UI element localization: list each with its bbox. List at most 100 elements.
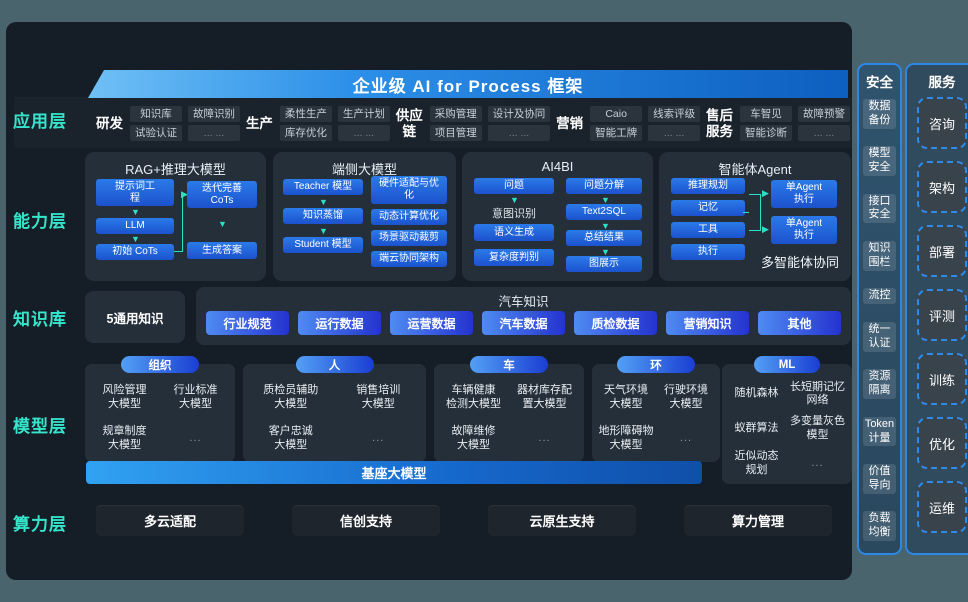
security-item: 统一 认证 [863, 322, 896, 352]
model-cell: 规章制度 大模型 [102, 424, 147, 451]
model-cell: 销售培训 大模型 [356, 383, 401, 410]
agent-component: 记忆 [671, 200, 745, 216]
group-pill: 环 [617, 356, 695, 373]
app-item: ... ... [487, 125, 551, 141]
compute-item: 云原生支持 [488, 505, 636, 536]
model-cell: 行驶环境 大模型 [664, 383, 708, 410]
app-group-items: Caio 线索评级 智能工牌 ... ... [590, 106, 701, 141]
node-prompt-engineering: 提示词工 程 [96, 179, 174, 206]
edge-feature: 场景驱动裁剪 [371, 230, 447, 246]
connector-stub [743, 212, 749, 213]
model-cell: 近似动态 规划 [734, 449, 779, 476]
agent-component-list: 推理规划 记忆 工具 执行 [671, 178, 745, 260]
node-single-agent-exec-2: 单Agent 执行 [771, 216, 837, 244]
model-cell: ... [538, 431, 551, 444]
model-cell: 行业标准 大模型 [173, 383, 218, 410]
group-pill: 车 [470, 356, 548, 373]
app-item: 试验认证 [130, 125, 182, 141]
layer-label-model: 模型层 [13, 417, 67, 436]
arrow-down-icon: ▼ [601, 247, 610, 257]
app-group-aftersales: 售后 服务 车智见 故障预警 智能诊断 ... ... [706, 106, 850, 141]
model-cell-list: 随机森林 长短期记忆 网络 蚁群算法 多变量灰色 模型 近似动态 规划... [726, 378, 848, 480]
app-item: 设计及协同 [487, 106, 551, 122]
model-cell: 客户忠诚 大模型 [268, 424, 313, 451]
model-group-ml: ML 随机森林 长短期记忆 网络 蚁群算法 多变量灰色 模型 近似动态 规划... [722, 356, 852, 484]
app-item: 项目管理 [429, 125, 482, 141]
app-item: 采购管理 [429, 106, 482, 122]
edge-feature-list: 硬件适配与优 化动态计算优化 场景驱动裁剪 端云协同架构 [371, 176, 447, 267]
app-item: ... ... [798, 125, 850, 141]
model-cell: ... [189, 431, 202, 444]
capability-box-ai4bi: AI4BI 问题 ▼ 意图识别 语义生成 复杂度判别 问题分解 ▼ Text2S… [462, 152, 653, 281]
arrow-down-icon: ▼ [131, 207, 140, 217]
app-item: 故障预警 [798, 106, 850, 122]
knowledge-pill: 行业规范 [206, 311, 289, 335]
model-group-organization: 组织 风险管理 大模型 行业标准 大模型 规章制度 大模型... [85, 356, 235, 462]
auto-knowledge-title: 汽车知识 [498, 295, 549, 309]
security-item-list: 数据 备份 模型 安全 接口 安全 知识 围栏 流控 统一 认证 资源 隔离 Token 计量… [859, 99, 900, 547]
app-item: 智能诊断 [740, 125, 792, 141]
model-cell: 车辆健康 检测大模型 [446, 383, 501, 410]
app-group-label: 售后 服务 [706, 107, 733, 139]
knowledge-pill: 运营数据 [390, 311, 473, 335]
node-answer: 生成答案 [187, 242, 257, 259]
model-cell: ... [811, 456, 824, 469]
node-init-cots: 初始 CoTs [96, 244, 174, 260]
model-group-people: 人 质检员辅助 大模型 销售培训 大模型 客户忠诚 大模型... [243, 356, 426, 462]
layer-label-compute: 算力层 [13, 515, 67, 534]
layer-label-capability: 能力层 [13, 212, 67, 231]
app-group-marketing: 营销 Caio 线索评级 智能工牌 ... ... [556, 106, 701, 141]
app-group-supply-chain: 供应 链 采购管理 设计及协同 项目管理 ... ... [395, 106, 551, 141]
app-item: 故障识别 [188, 106, 240, 122]
node-text2sql: Text2SQL [566, 204, 642, 220]
box-title: AI4BI [541, 159, 574, 174]
service-item: 咨询 [917, 97, 967, 149]
model-cell-list: 质检员辅助 大模型 销售培训 大模型 客户忠诚 大模型... [247, 378, 422, 458]
app-group-items: 采购管理 设计及协同 项目管理 ... ... [429, 106, 551, 141]
model-cell: 蚁群算法 [734, 422, 779, 435]
app-group-items: 知识库 故障识别 试验认证 ... ... [130, 106, 240, 141]
app-group-label: 供应 链 [395, 107, 423, 139]
node-decompose: 问题分解 [566, 178, 642, 194]
model-cell: ... [679, 431, 693, 444]
app-item: 车智见 [740, 106, 792, 122]
app-group-production: 生产 柔性生产 生产计划 库存优化 ... ... [246, 106, 390, 141]
security-item: 模型 安全 [863, 146, 896, 176]
banner-title: 企业级 AI for Process 框架 [352, 76, 584, 96]
layer-label-knowledge: 知识库 [13, 310, 67, 329]
knowledge-pill: 质检数据 [574, 311, 657, 335]
connector-bracket [749, 194, 761, 231]
security-item: Token 计量 [863, 416, 896, 447]
service-column: 服务 咨询 架构 部署 评测 训练 优化 运维 [905, 63, 968, 555]
node-summary: 总结结果 [566, 230, 642, 246]
connector-line [174, 194, 183, 252]
app-group-items: 柔性生产 生产计划 库存优化 ... ... [279, 106, 390, 141]
security-item: 资源 隔离 [863, 369, 896, 399]
arrow-down-icon: ▼ [601, 195, 610, 205]
compute-layer-row: 多云适配 信创支持 云原生支持 算力管理 [96, 505, 832, 536]
node-llm: LLM [96, 218, 174, 234]
node-single-agent-exec-1: 单Agent 执行 [771, 180, 837, 208]
node-question: 问题 [474, 178, 554, 194]
knowledge-pill: 营销知识 [666, 311, 749, 335]
arrow-down-icon: ▼ [319, 226, 328, 236]
model-cell: ... [372, 431, 385, 444]
model-cell: 长短期记忆 网络 [790, 380, 845, 407]
app-item: 线索评级 [648, 106, 701, 122]
node-chart-display: 图展示 [566, 256, 642, 272]
app-item: Caio [590, 106, 643, 122]
node-distillation: 知识蒸馏 [283, 208, 363, 224]
knowledge-pill: 运行数据 [298, 311, 381, 335]
service-title: 服务 [928, 75, 956, 90]
model-cell: 风险管理 大模型 [102, 383, 147, 410]
model-cell: 随机森林 [734, 387, 779, 400]
security-item: 负载 均衡 [863, 511, 896, 541]
group-pill: ML [754, 356, 820, 373]
service-item: 训练 [917, 353, 967, 405]
model-group-environment: 环 天气环境 大模型 行驶环境 大模型 地形障碍物 大模型... [592, 356, 720, 462]
app-item: ... ... [648, 125, 701, 141]
node-student-model: Student 模型 [283, 237, 363, 253]
model-cell: 故障维修 大模型 [451, 424, 496, 451]
arrow-down-icon: ▼ [218, 219, 227, 229]
security-item: 接口 安全 [863, 193, 896, 224]
